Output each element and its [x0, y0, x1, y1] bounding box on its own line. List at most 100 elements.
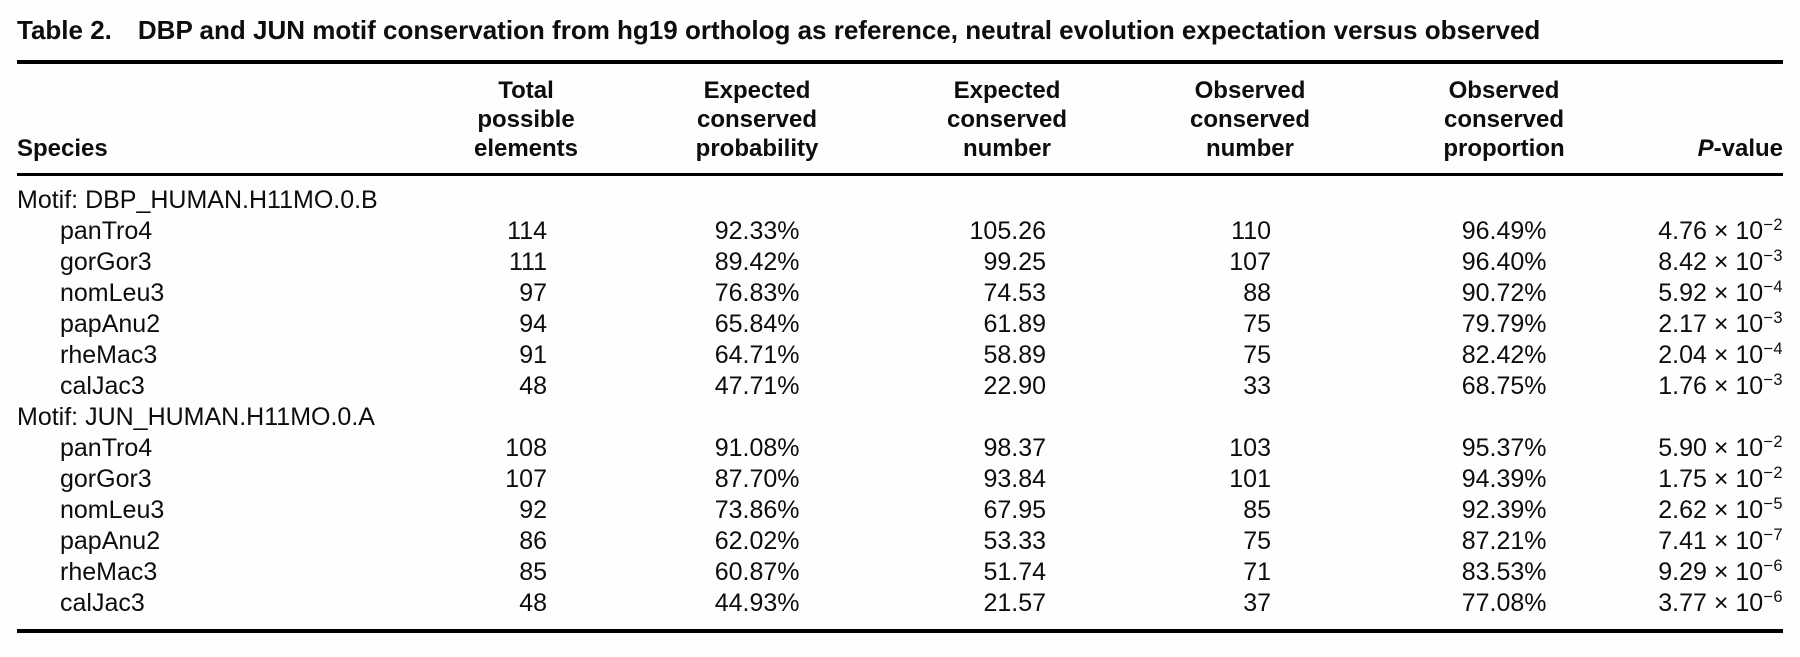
- observed-conserved-proportion-cell: 96.40%: [1399, 247, 1609, 278]
- expected-conserved-number-cell-value: 51.74: [983, 558, 1046, 586]
- italic-p: P: [1697, 135, 1714, 162]
- species-cell: gorGor3: [60, 248, 152, 276]
- p-value-exponent: −6: [1763, 556, 1783, 575]
- species-cell: rheMac3: [60, 341, 158, 369]
- species-cell: gorGor3: [60, 465, 152, 493]
- expected-conserved-probability-cell: 87.70%: [601, 464, 913, 495]
- observed-conserved-proportion-cell: 82.42%: [1399, 340, 1609, 371]
- observed-conserved-number-cell: 85: [1101, 495, 1399, 526]
- p-value-cell: 5.92 × 10−4: [1658, 277, 1783, 307]
- table-row: nomLeu3 92 73.86% 67.95 85 92.39% 2.62 × 10−5: [17, 495, 1783, 526]
- motif-group-label: Motif: JUN_HUMAN.H11MO.0.A: [17, 403, 375, 431]
- observed-conserved-number-cell: 75: [1101, 340, 1399, 371]
- species-cell: nomLeu3: [60, 496, 165, 524]
- observed-conserved-proportion-cell-value: 92.39%: [1461, 496, 1547, 524]
- data-table: Species Total possible elements Expected con…: [17, 60, 1783, 633]
- p-value-exponent: −7: [1763, 525, 1783, 544]
- p-value-cell: 1.76 × 10−3: [1658, 370, 1783, 400]
- expected-conserved-number-cell: 93.84: [913, 464, 1101, 495]
- expected-conserved-probability-cell: 62.02%: [601, 526, 913, 557]
- total-possible-elements-cell-value: 85: [519, 558, 547, 586]
- p-value-cell: 2.04 × 10−4: [1658, 339, 1783, 369]
- total-possible-elements-cell-value: 92: [519, 496, 547, 524]
- species-cell: panTro4: [60, 217, 153, 245]
- observed-conserved-proportion-cell: 68.75%: [1399, 371, 1609, 402]
- expected-conserved-number-cell: 74.53: [913, 278, 1101, 309]
- table-row: calJac3 48 44.93% 21.57 37 77.08% 3.77 × 10−6: [17, 588, 1783, 631]
- expected-conserved-probability-cell: 76.83%: [601, 278, 913, 309]
- species-cell: papAnu2: [60, 310, 161, 338]
- table-row: rheMac3 91 64.71% 58.89 75 82.42% 2.04 × 10−4: [17, 340, 1783, 371]
- species-cell: panTro4: [60, 434, 153, 462]
- total-possible-elements-cell-value: 91: [519, 341, 547, 369]
- expected-conserved-number-cell-value: 98.37: [983, 434, 1046, 462]
- p-value-cell: 7.41 × 10−7: [1658, 525, 1783, 555]
- table-row: panTro4 114 92.33% 105.26 110 96.49% 4.76 × 10…: [17, 216, 1783, 247]
- species-cell: calJac3: [60, 589, 145, 617]
- expected-conserved-number-cell: 21.57: [913, 588, 1101, 631]
- motif-group-row: Motif: DBP_HUMAN.H11MO.0.B: [17, 175, 1783, 217]
- total-possible-elements-cell: 114: [451, 216, 601, 247]
- p-value-cell: 4.76 × 10−2: [1658, 215, 1783, 245]
- p-value-exponent: −2: [1763, 215, 1783, 234]
- table-row: calJac3 48 47.71% 22.90 33 68.75% 1.76 × 10−3: [17, 371, 1783, 402]
- expected-conserved-probability-cell-value: 64.71%: [714, 341, 800, 369]
- expected-conserved-probability-cell: 73.86%: [601, 495, 913, 526]
- expected-conserved-number-cell: 51.74: [913, 557, 1101, 588]
- observed-conserved-proportion-cell: 96.49%: [1399, 216, 1609, 247]
- expected-conserved-probability-cell-value: 44.93%: [714, 589, 800, 617]
- motif-group-label: Motif: DBP_HUMAN.H11MO.0.B: [17, 186, 378, 214]
- observed-conserved-number-cell-value: 75: [1243, 341, 1271, 369]
- column-header-line: Expected: [953, 77, 1061, 104]
- column-header-line: probability: [695, 135, 819, 162]
- observed-conserved-number-cell: 37: [1101, 588, 1399, 631]
- total-possible-elements-cell-value: 97: [519, 279, 547, 307]
- observed-conserved-proportion-cell: 90.72%: [1399, 278, 1609, 309]
- total-possible-elements-cell-value: 48: [519, 589, 547, 617]
- observed-conserved-proportion-cell-value: 79.79%: [1461, 310, 1547, 338]
- observed-conserved-number-cell: 101: [1101, 464, 1399, 495]
- species-cell: rheMac3: [60, 558, 158, 586]
- table-number-label: Table 2.: [17, 15, 112, 45]
- column-header-line: number: [1205, 135, 1294, 162]
- observed-conserved-proportion-cell-value: 96.40%: [1461, 248, 1547, 276]
- column-header-total-possible-elements: Total possible elements: [451, 62, 601, 176]
- p-value-exponent: −3: [1763, 246, 1783, 265]
- observed-conserved-number-cell: 71: [1101, 557, 1399, 588]
- species-cell: calJac3: [60, 372, 145, 400]
- observed-conserved-proportion-cell: 79.79%: [1399, 309, 1609, 340]
- expected-conserved-number-cell-value: 93.84: [983, 465, 1046, 493]
- column-header-line: number: [962, 135, 1051, 162]
- observed-conserved-proportion-cell-value: 90.72%: [1461, 279, 1547, 307]
- column-header-line: Total possible: [477, 77, 575, 133]
- total-possible-elements-cell: 111: [451, 247, 601, 278]
- p-value-exponent: −4: [1763, 277, 1783, 296]
- observed-conserved-number-cell: 103: [1101, 433, 1399, 464]
- total-possible-elements-cell-value: 86: [519, 527, 547, 555]
- column-header-line: Observed: [1448, 77, 1560, 104]
- expected-conserved-number-cell-value: 74.53: [983, 279, 1046, 307]
- observed-conserved-proportion-cell-value: 83.53%: [1461, 558, 1547, 586]
- observed-conserved-proportion-cell: 92.39%: [1399, 495, 1609, 526]
- header-row: Species Total possible elements Expected con…: [17, 62, 1783, 176]
- column-header-line: conserved: [1189, 106, 1311, 133]
- total-possible-elements-cell-value: 108: [505, 434, 547, 462]
- table-caption: DBP and JUN motif conservation from hg19…: [137, 15, 1541, 45]
- p-value-cell: 9.29 × 10−6: [1658, 556, 1783, 586]
- observed-conserved-number-cell: 88: [1101, 278, 1399, 309]
- column-header-observed-conserved-number: Observed conserved number: [1101, 62, 1399, 176]
- expected-conserved-probability-cell: 91.08%: [601, 433, 913, 464]
- observed-conserved-number-cell: 33: [1101, 371, 1399, 402]
- observed-conserved-proportion-cell-value: 68.75%: [1461, 372, 1547, 400]
- observed-conserved-number-cell-value: 88: [1243, 279, 1271, 307]
- total-possible-elements-cell: 97: [451, 278, 601, 309]
- expected-conserved-probability-cell-value: 73.86%: [714, 496, 800, 524]
- observed-conserved-number-cell: 110: [1101, 216, 1399, 247]
- observed-conserved-number-cell-value: 37: [1243, 589, 1271, 617]
- total-possible-elements-cell: 48: [451, 371, 601, 402]
- expected-conserved-probability-cell-value: 92.33%: [714, 217, 800, 245]
- expected-conserved-number-cell: 22.90: [913, 371, 1101, 402]
- observed-conserved-proportion-cell: 95.37%: [1399, 433, 1609, 464]
- observed-conserved-number-cell: 107: [1101, 247, 1399, 278]
